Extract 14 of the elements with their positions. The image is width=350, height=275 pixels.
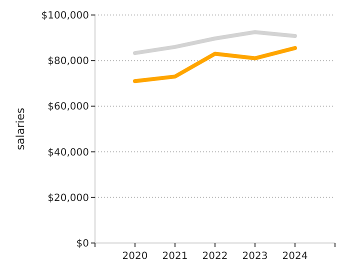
x-tick-label: 2021 xyxy=(162,251,188,262)
x-tick-label: 2023 xyxy=(242,251,268,262)
y-axis-title: salaries xyxy=(14,108,27,150)
line-series xyxy=(133,46,297,84)
x-tick-label: 2024 xyxy=(282,251,308,262)
y-tick-label: $60,000 xyxy=(48,102,89,113)
y-tick-label: $80,000 xyxy=(48,56,89,68)
y-tick-label: $0 xyxy=(76,238,89,250)
x-tick-label: 2022 xyxy=(202,251,228,262)
y-tick-label: $40,000 xyxy=(48,147,89,158)
x-tick-label: 2020 xyxy=(122,251,148,262)
y-tick-label: $100,000 xyxy=(41,10,89,22)
y-tick-label: $20,000 xyxy=(48,192,89,204)
line-series xyxy=(133,30,297,56)
